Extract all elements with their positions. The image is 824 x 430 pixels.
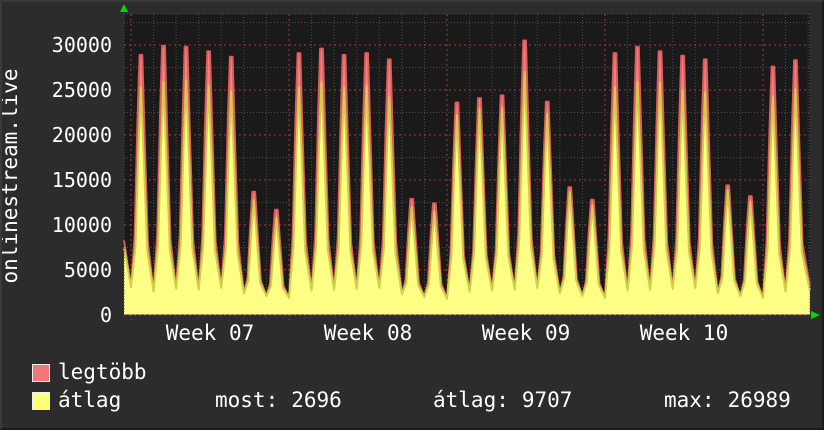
- y-tick-label: 0: [100, 303, 112, 327]
- stat-atlag: átlag: 9707: [433, 388, 572, 412]
- x-tick-label: Week 08: [324, 321, 413, 345]
- stat-atlag-label: átlag:: [433, 388, 509, 412]
- series-layer: [123, 39, 811, 315]
- vertical-title: onlinestream.live: [0, 69, 22, 284]
- axis-arrows: [120, 4, 820, 319]
- legend-label-legtobb: legtöbb: [58, 360, 147, 384]
- y-axis-arrow-icon: [120, 4, 128, 12]
- y-tick-label: 15000: [52, 168, 112, 192]
- series-line-atlag: [123, 71, 811, 300]
- stat-max-value: 26989: [727, 388, 791, 412]
- axis-frame-layer: [123, 13, 811, 316]
- series-area-atlag: [124, 72, 810, 315]
- y-tick-label: 20000: [52, 123, 112, 147]
- stat-max: max: 26989: [664, 388, 791, 412]
- stat-atlag-value: 9707: [521, 388, 573, 412]
- legend-swatch-atlag: [32, 392, 50, 410]
- legend-label-atlag: átlag: [58, 388, 122, 412]
- y-tick-label: 10000: [52, 213, 112, 237]
- x-tick-label: Week 09: [482, 321, 571, 345]
- x-tick-label: Week 07: [166, 321, 255, 345]
- y-tick-label: 5000: [64, 258, 112, 282]
- stat-max-label: max:: [664, 388, 715, 412]
- stat-most: most: 2696: [215, 388, 342, 412]
- stat-most-label: most:: [215, 388, 279, 412]
- x-tick-label: Week 10: [640, 321, 729, 345]
- legend-swatch-legtobb: [32, 364, 50, 382]
- y-tick-label: 30000: [52, 33, 112, 57]
- x-axis-arrow-icon: [811, 311, 820, 319]
- axis-labels-layer: 0 5000 10000 15000 20000 25000 30000 Week 07 Wee…: [52, 33, 728, 345]
- stat-most-value: 2696: [291, 388, 342, 412]
- y-tick-label: 25000: [52, 78, 112, 102]
